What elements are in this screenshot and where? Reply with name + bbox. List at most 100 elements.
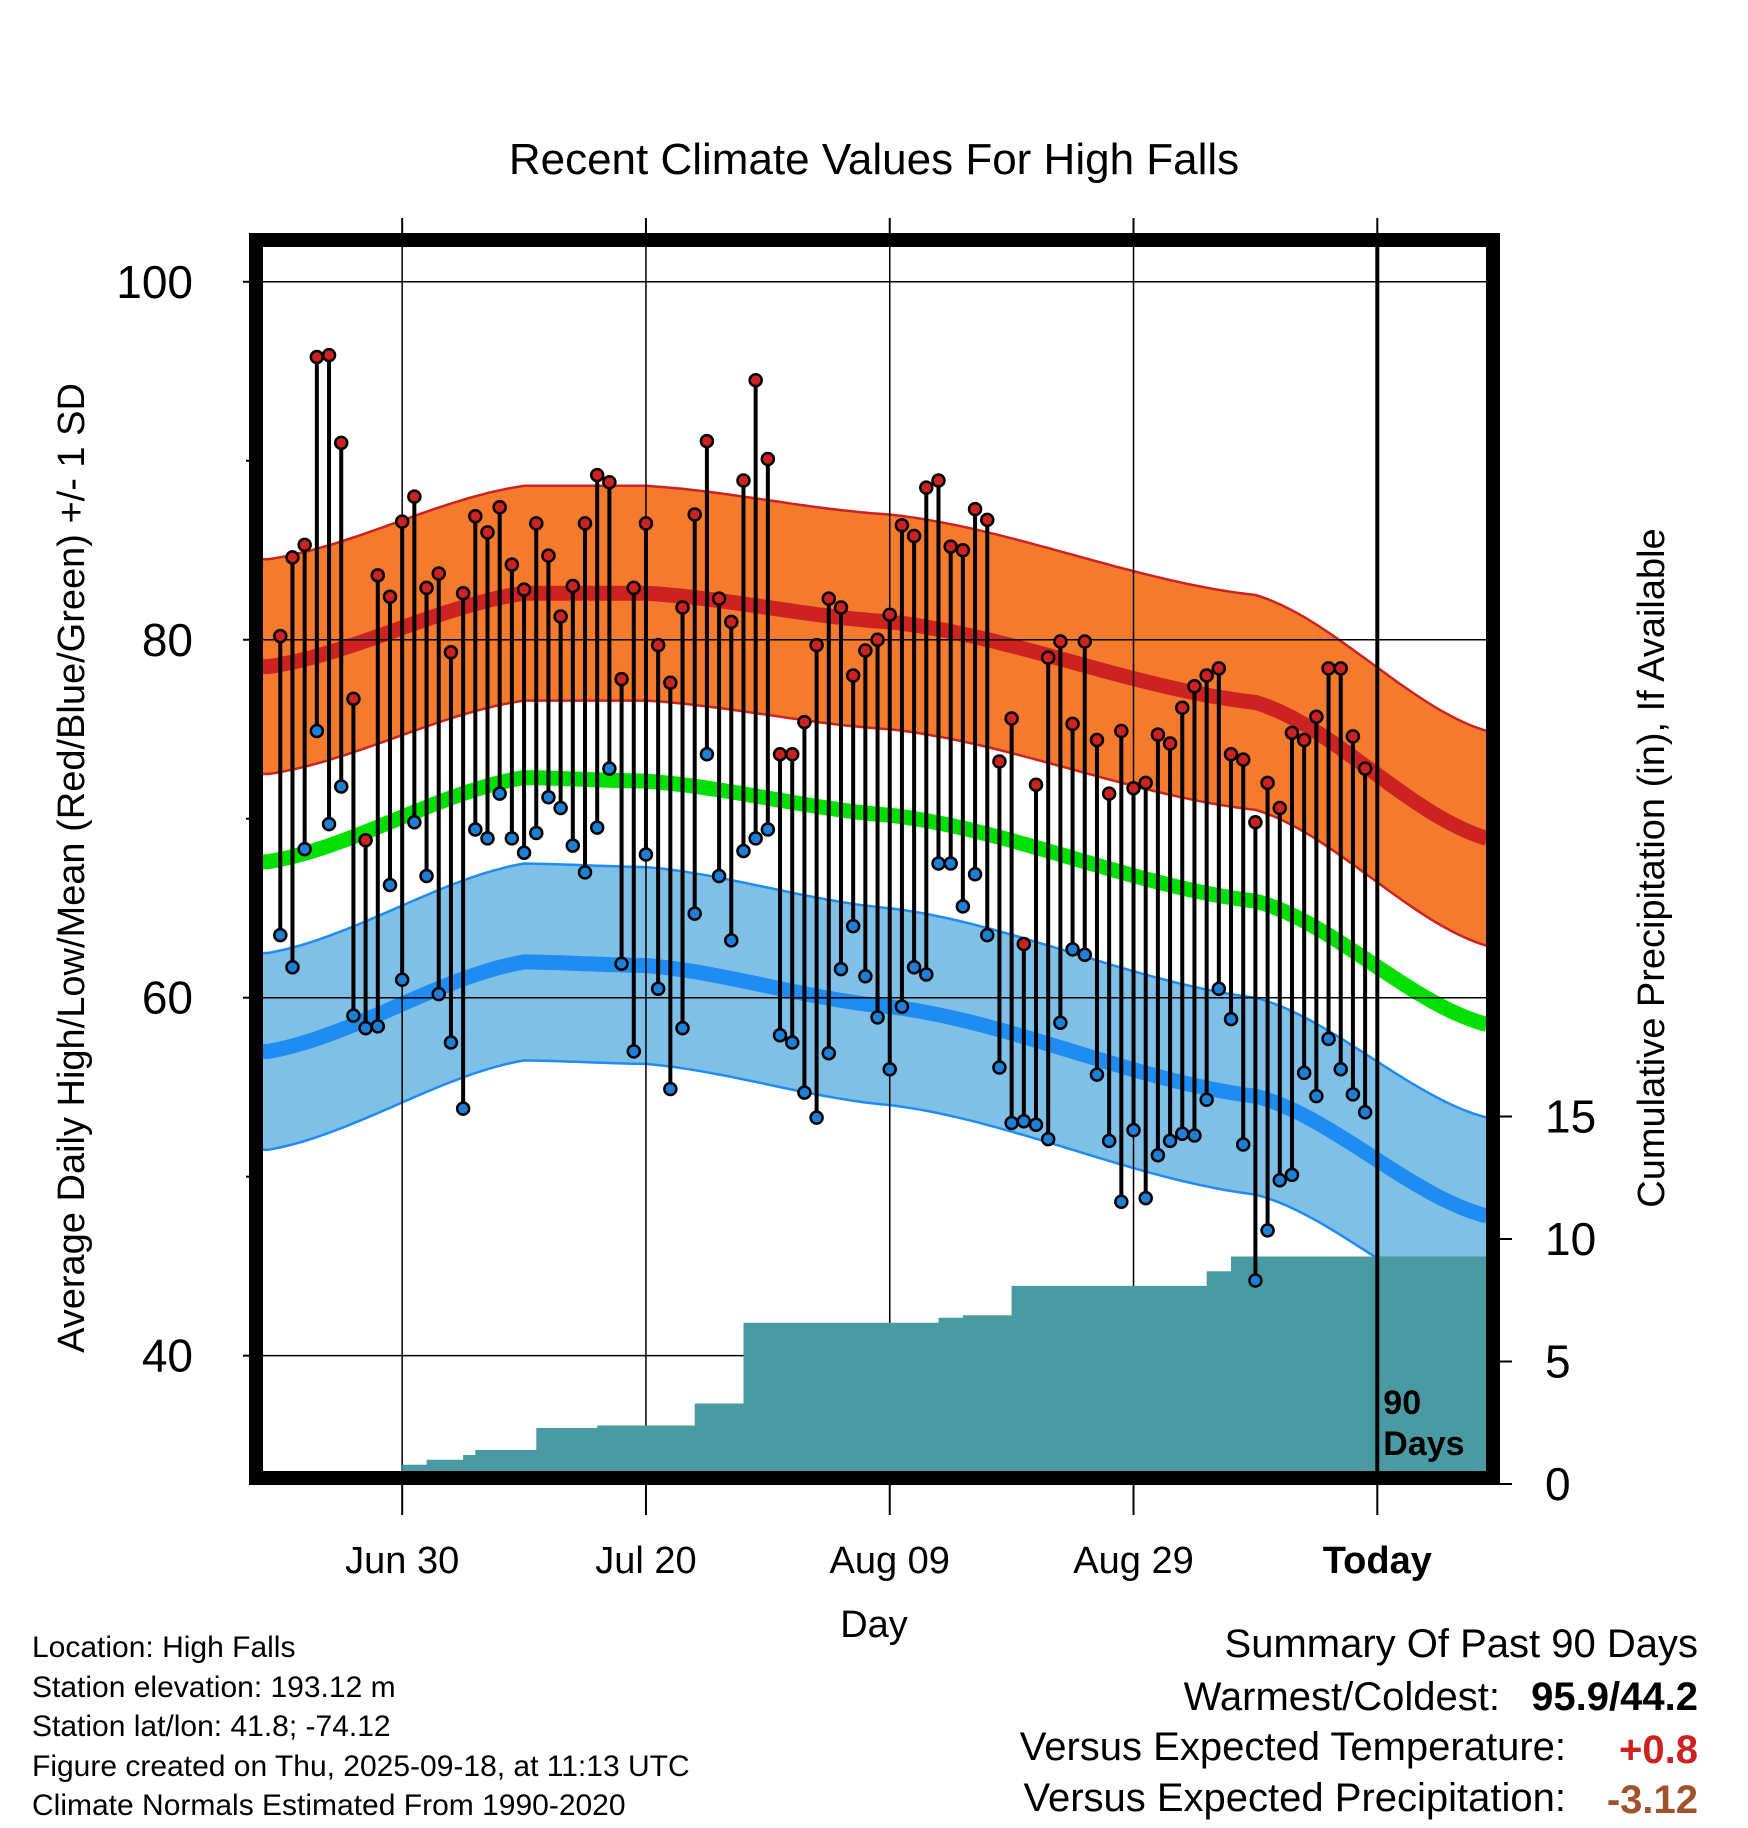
daily-low-point: [1162, 1133, 1178, 1149]
chart-title: Recent Climate Values For High Falls: [509, 135, 1239, 184]
mean-normal-line: [262, 770, 1487, 1032]
daily-low-point: [675, 1020, 690, 1036]
daily-low-point: [370, 1019, 386, 1034]
daily-high-point: [906, 528, 922, 544]
daily-low-point: [504, 831, 520, 846]
daily-low-point: [821, 1045, 837, 1061]
daily-high-point: [455, 585, 471, 601]
daily-low-point: [455, 1101, 471, 1116]
daily-high-point: [1296, 732, 1312, 748]
daily-low-point: [1150, 1147, 1166, 1163]
daily-low-point: [516, 845, 532, 860]
daily-low-point: [1114, 1194, 1129, 1209]
daily-high-point: [1211, 661, 1227, 676]
daily-low-point: [894, 999, 910, 1014]
summary-precip-value: -3.12: [1607, 1778, 1698, 1822]
high-band-lower-edge: [262, 699, 1487, 947]
x-axis-label: Day: [840, 1604, 908, 1646]
daily-high-point: [529, 516, 544, 531]
daily-high-point: [541, 548, 556, 563]
daily-high-point: [321, 347, 337, 363]
daily-low-point: [297, 841, 312, 857]
daily-high-point: [1028, 777, 1044, 792]
daily-high-point: [1235, 752, 1251, 767]
daily-high-point: [1309, 709, 1324, 724]
daily-high-point: [699, 433, 715, 449]
daily-high-point: [333, 435, 349, 451]
daily-high-point: [1065, 716, 1080, 732]
summary-panel: Summary Of Past 90 Days Warmest/Coldest:…: [1020, 1622, 1698, 1822]
daily-low-point: [321, 816, 337, 832]
low-band-upper-edge: [262, 862, 1487, 1119]
daily-low-point: [1175, 1126, 1190, 1141]
daily-low-point: [589, 820, 605, 835]
daily-high-point: [650, 637, 666, 653]
daily-low-point: [358, 1020, 373, 1036]
footer-location: Location: High Falls: [32, 1631, 295, 1664]
y2-axis-label: Cumulative Precipitation (in), If Availa…: [1631, 528, 1673, 1207]
daily-low-point: [772, 1028, 788, 1043]
daily-high-point: [1101, 786, 1117, 801]
daily-high-point: [565, 578, 581, 594]
daily-high-point: [1175, 700, 1190, 716]
summary-warm-cold-label: Warmest/Coldest:: [1184, 1675, 1500, 1719]
daily-low-point: [1333, 1062, 1348, 1077]
daily-high-point: [1077, 634, 1093, 649]
daily-high-point: [663, 675, 678, 690]
daily-low-point: [1296, 1065, 1312, 1081]
low-band-lower-edge: [262, 1059, 1487, 1316]
daily-low-point: [285, 960, 300, 975]
daily-high-point: [614, 671, 629, 687]
daily-high-point: [943, 539, 958, 554]
daily-high-point: [1223, 747, 1239, 762]
daily-high-point: [821, 591, 837, 606]
low-sd-band: [262, 863, 1487, 1315]
daily-high-point: [346, 691, 361, 707]
daily-high-point: [1260, 775, 1275, 791]
today-label-line1: 90: [1383, 1384, 1421, 1422]
daily-high-point: [626, 580, 642, 596]
daily-low-point: [906, 960, 922, 975]
daily-high-point: [772, 747, 788, 762]
daily-high-point: [1089, 732, 1105, 748]
high-normal-line: [262, 585, 1487, 846]
daily-low-point: [1272, 1173, 1288, 1188]
daily-high-point: [1321, 661, 1336, 676]
daily-low-point: [1077, 947, 1093, 963]
daily-high-point: [638, 516, 654, 531]
daily-low-point: [394, 972, 410, 988]
daily-high-point: [1126, 781, 1141, 796]
y-tick-label: 100: [116, 256, 193, 308]
daily-low-point: [468, 822, 483, 837]
daily-low-point: [346, 1008, 361, 1023]
summary-temp-label: Versus Expected Temperature:: [1020, 1725, 1566, 1769]
daily-low-point: [967, 866, 983, 882]
daily-high-point: [273, 628, 288, 644]
daily-low-point: [443, 1035, 459, 1050]
daily-high-point: [394, 514, 410, 529]
daily-low-point: [943, 856, 958, 871]
daily-high-point: [931, 473, 946, 488]
daily-high-point: [992, 754, 1007, 769]
daily-low-point: [419, 868, 434, 884]
daily-high-point: [1016, 936, 1032, 952]
daily-high-point: [809, 637, 824, 653]
daily-high-point: [1053, 634, 1068, 649]
daily-high-point: [797, 714, 812, 730]
daily-low-point: [577, 865, 593, 880]
daily-low-point: [858, 968, 873, 984]
daily-high-point: [1248, 815, 1263, 830]
today-label-line2: Days: [1383, 1425, 1464, 1463]
daily-high-point: [979, 512, 995, 528]
high-band-upper-edge: [262, 484, 1487, 733]
footer-elevation: Station elevation: 193.12 m: [32, 1671, 396, 1704]
footer-info: Location: High Falls Station elevation: …: [32, 1631, 690, 1822]
daily-low-point: [1199, 1092, 1214, 1107]
daily-low-point: [553, 800, 568, 816]
daily-low-point: [1126, 1122, 1141, 1138]
daily-low-point: [1016, 1113, 1032, 1129]
daily-low-point: [699, 747, 715, 762]
daily-low-point: [480, 831, 495, 846]
